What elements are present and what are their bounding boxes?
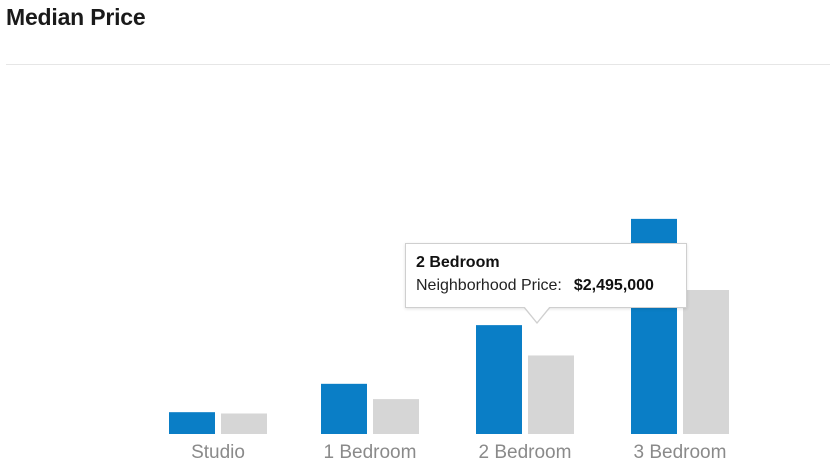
x-tick-label: Studio <box>191 442 245 463</box>
x-tick-label: 3 Bedroom <box>634 442 727 463</box>
chart-tooltip: 2 Bedroom Neighborhood Price: $2,495,000 <box>405 243 687 324</box>
chart-title: Median Price <box>6 4 146 30</box>
bar-2-bedroom-series-2[interactable] <box>528 355 574 434</box>
bar-studio-series-2[interactable] <box>221 413 267 434</box>
x-tick-label: 1 Bedroom <box>324 442 417 463</box>
bar-2-bedroom-series-1[interactable] <box>476 325 522 434</box>
bar-studio-series-1[interactable] <box>169 412 215 434</box>
tooltip-row: Neighborhood Price: $2,495,000 <box>416 275 676 297</box>
tooltip-value: $2,495,000 <box>573 277 654 294</box>
bar-3-bedroom-series-2[interactable] <box>683 290 729 434</box>
tooltip-arrow <box>524 306 550 322</box>
tooltip-label: Neighborhood Price: <box>416 277 562 294</box>
tooltip-category: 2 Bedroom <box>416 254 500 271</box>
bar-1-bedroom-series-1[interactable] <box>321 383 367 434</box>
title-divider <box>6 64 830 65</box>
x-tick-label: 2 Bedroom <box>479 442 572 463</box>
bar-1-bedroom-series-2[interactable] <box>373 399 419 434</box>
